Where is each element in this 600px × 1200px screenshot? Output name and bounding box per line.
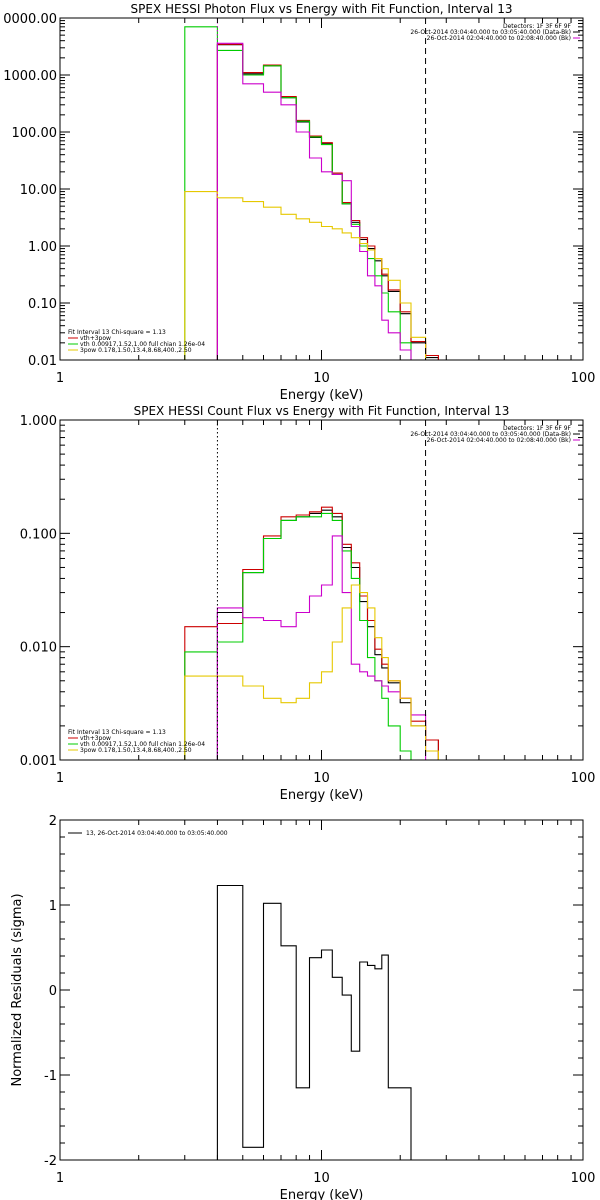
x-tick-label: 100 bbox=[571, 771, 596, 786]
x-tick-label: 1 bbox=[56, 1171, 64, 1186]
series-line-4 bbox=[216, 535, 427, 760]
plot-frame bbox=[59, 819, 584, 1161]
series-group bbox=[216, 884, 426, 1160]
y-tick-label: 0.01 bbox=[28, 354, 57, 369]
legend-upper-entry: Detectors: 1F 3F 6F 9F bbox=[503, 425, 572, 432]
legend-lower-entry: vth+3pow bbox=[80, 335, 111, 342]
x-tick-label: 10 bbox=[313, 771, 330, 786]
legend-lower-entry: Fit Interval 13 Chi-square = 1.13 bbox=[68, 729, 166, 736]
legend-upper-entry: 26-Oct-2014 03:04:40.000 to 03:05:40.000… bbox=[410, 431, 571, 438]
y-tick-label: 1000.00 bbox=[3, 69, 57, 84]
y-tick-label: 0.10 bbox=[28, 297, 57, 312]
legend-lower-entry: vth+3pow bbox=[80, 735, 111, 742]
legend-lower-entry: 3pow 0.178,1.50,13.4,8.68,400.,2.50 bbox=[80, 747, 192, 754]
chart-title: SPEX HESSI Photon Flux vs Energy with Fi… bbox=[131, 2, 513, 16]
chart-title: SPEX HESSI Count Flux vs Energy with Fit… bbox=[134, 404, 510, 418]
y-tick-label: 1.00 bbox=[28, 240, 57, 255]
series-line-3 bbox=[184, 512, 426, 760]
panel-1: SPEX HESSI Photon Flux vs Energy with Fi… bbox=[3, 2, 595, 403]
plot-frame bbox=[59, 17, 584, 361]
series-line-2 bbox=[184, 506, 439, 760]
legend-upper-entry: 26-Oct-2014 03:04:40.000 to 03:05:40.000… bbox=[410, 29, 571, 36]
x-tick-label: 100 bbox=[571, 1171, 596, 1186]
y-tick-label: 10.00 bbox=[20, 183, 57, 198]
y-tick-label: 2 bbox=[49, 814, 57, 829]
legend-upper-entry: 26-Oct-2014 02:04:40.000 to 02:08:40.000… bbox=[427, 437, 571, 444]
y-tick-label: 0000.00 bbox=[3, 12, 57, 27]
panel-2: SPEX HESSI Count Flux vs Energy with Fit… bbox=[20, 404, 596, 803]
x-axis-label: Energy (keV) bbox=[280, 788, 364, 803]
legend-lower-entry: vth 0.00917,1.52,1.00 full chian 1.26e-0… bbox=[80, 341, 205, 348]
x-tick-label: 10 bbox=[313, 371, 330, 386]
legend-lower-entry: vth 0.00917,1.52,1.00 full chian 1.26e-0… bbox=[80, 741, 205, 748]
legend-lower-entry: Fit Interval 13 Chi-square = 1.13 bbox=[68, 329, 166, 336]
y-tick-label: 0.100 bbox=[20, 527, 57, 542]
x-tick-label: 100 bbox=[571, 371, 596, 386]
x-axis-label: Energy (keV) bbox=[280, 1188, 364, 1200]
x-tick-label: 1 bbox=[56, 771, 64, 786]
series-line-5 bbox=[184, 191, 439, 360]
y-tick-label: 0.001 bbox=[20, 754, 57, 769]
series-group bbox=[184, 506, 439, 760]
series-line-3 bbox=[184, 26, 426, 360]
panel-3: 1 10 100 -2 -1 0 1 2 Energy (keV) Normalized Resi… bbox=[10, 814, 595, 1200]
legend-lower-entry: 3pow 0.178,1.50,13.4,8.68,400.,2.50 bbox=[80, 347, 192, 354]
legend-upper-entry: 13, 26-Oct-2014 03:04:40.000 to 03:05:40… bbox=[86, 830, 228, 837]
y-tick-label: -1 bbox=[44, 1069, 57, 1084]
x-tick-label: 1 bbox=[56, 371, 64, 386]
y-tick-label: -2 bbox=[44, 1154, 57, 1169]
legend-upper-entry: Detectors: 1F 3F 6F 9F bbox=[503, 23, 572, 30]
y-tick-label: 0 bbox=[49, 984, 57, 999]
series-group bbox=[184, 26, 439, 360]
series-line-1 bbox=[216, 44, 439, 360]
y-axis-label: Normalized Residuals (sigma) bbox=[10, 893, 25, 1086]
x-tick-label: 10 bbox=[313, 1171, 330, 1186]
y-tick-label: 1.000 bbox=[20, 414, 57, 429]
x-axis-label: Energy (keV) bbox=[280, 388, 364, 403]
series-line-5 bbox=[184, 584, 439, 760]
legend-upper-entry: 26-Oct-2014 02:04:40.000 to 02:08:40.000… bbox=[427, 35, 571, 42]
y-tick-label: 100.00 bbox=[12, 126, 58, 141]
y-tick-label: 0.010 bbox=[20, 641, 57, 656]
y-tick-label: 1 bbox=[49, 899, 57, 914]
series-line-1 bbox=[216, 884, 426, 1160]
series-line-1 bbox=[216, 509, 439, 760]
series-line-4 bbox=[216, 42, 412, 360]
